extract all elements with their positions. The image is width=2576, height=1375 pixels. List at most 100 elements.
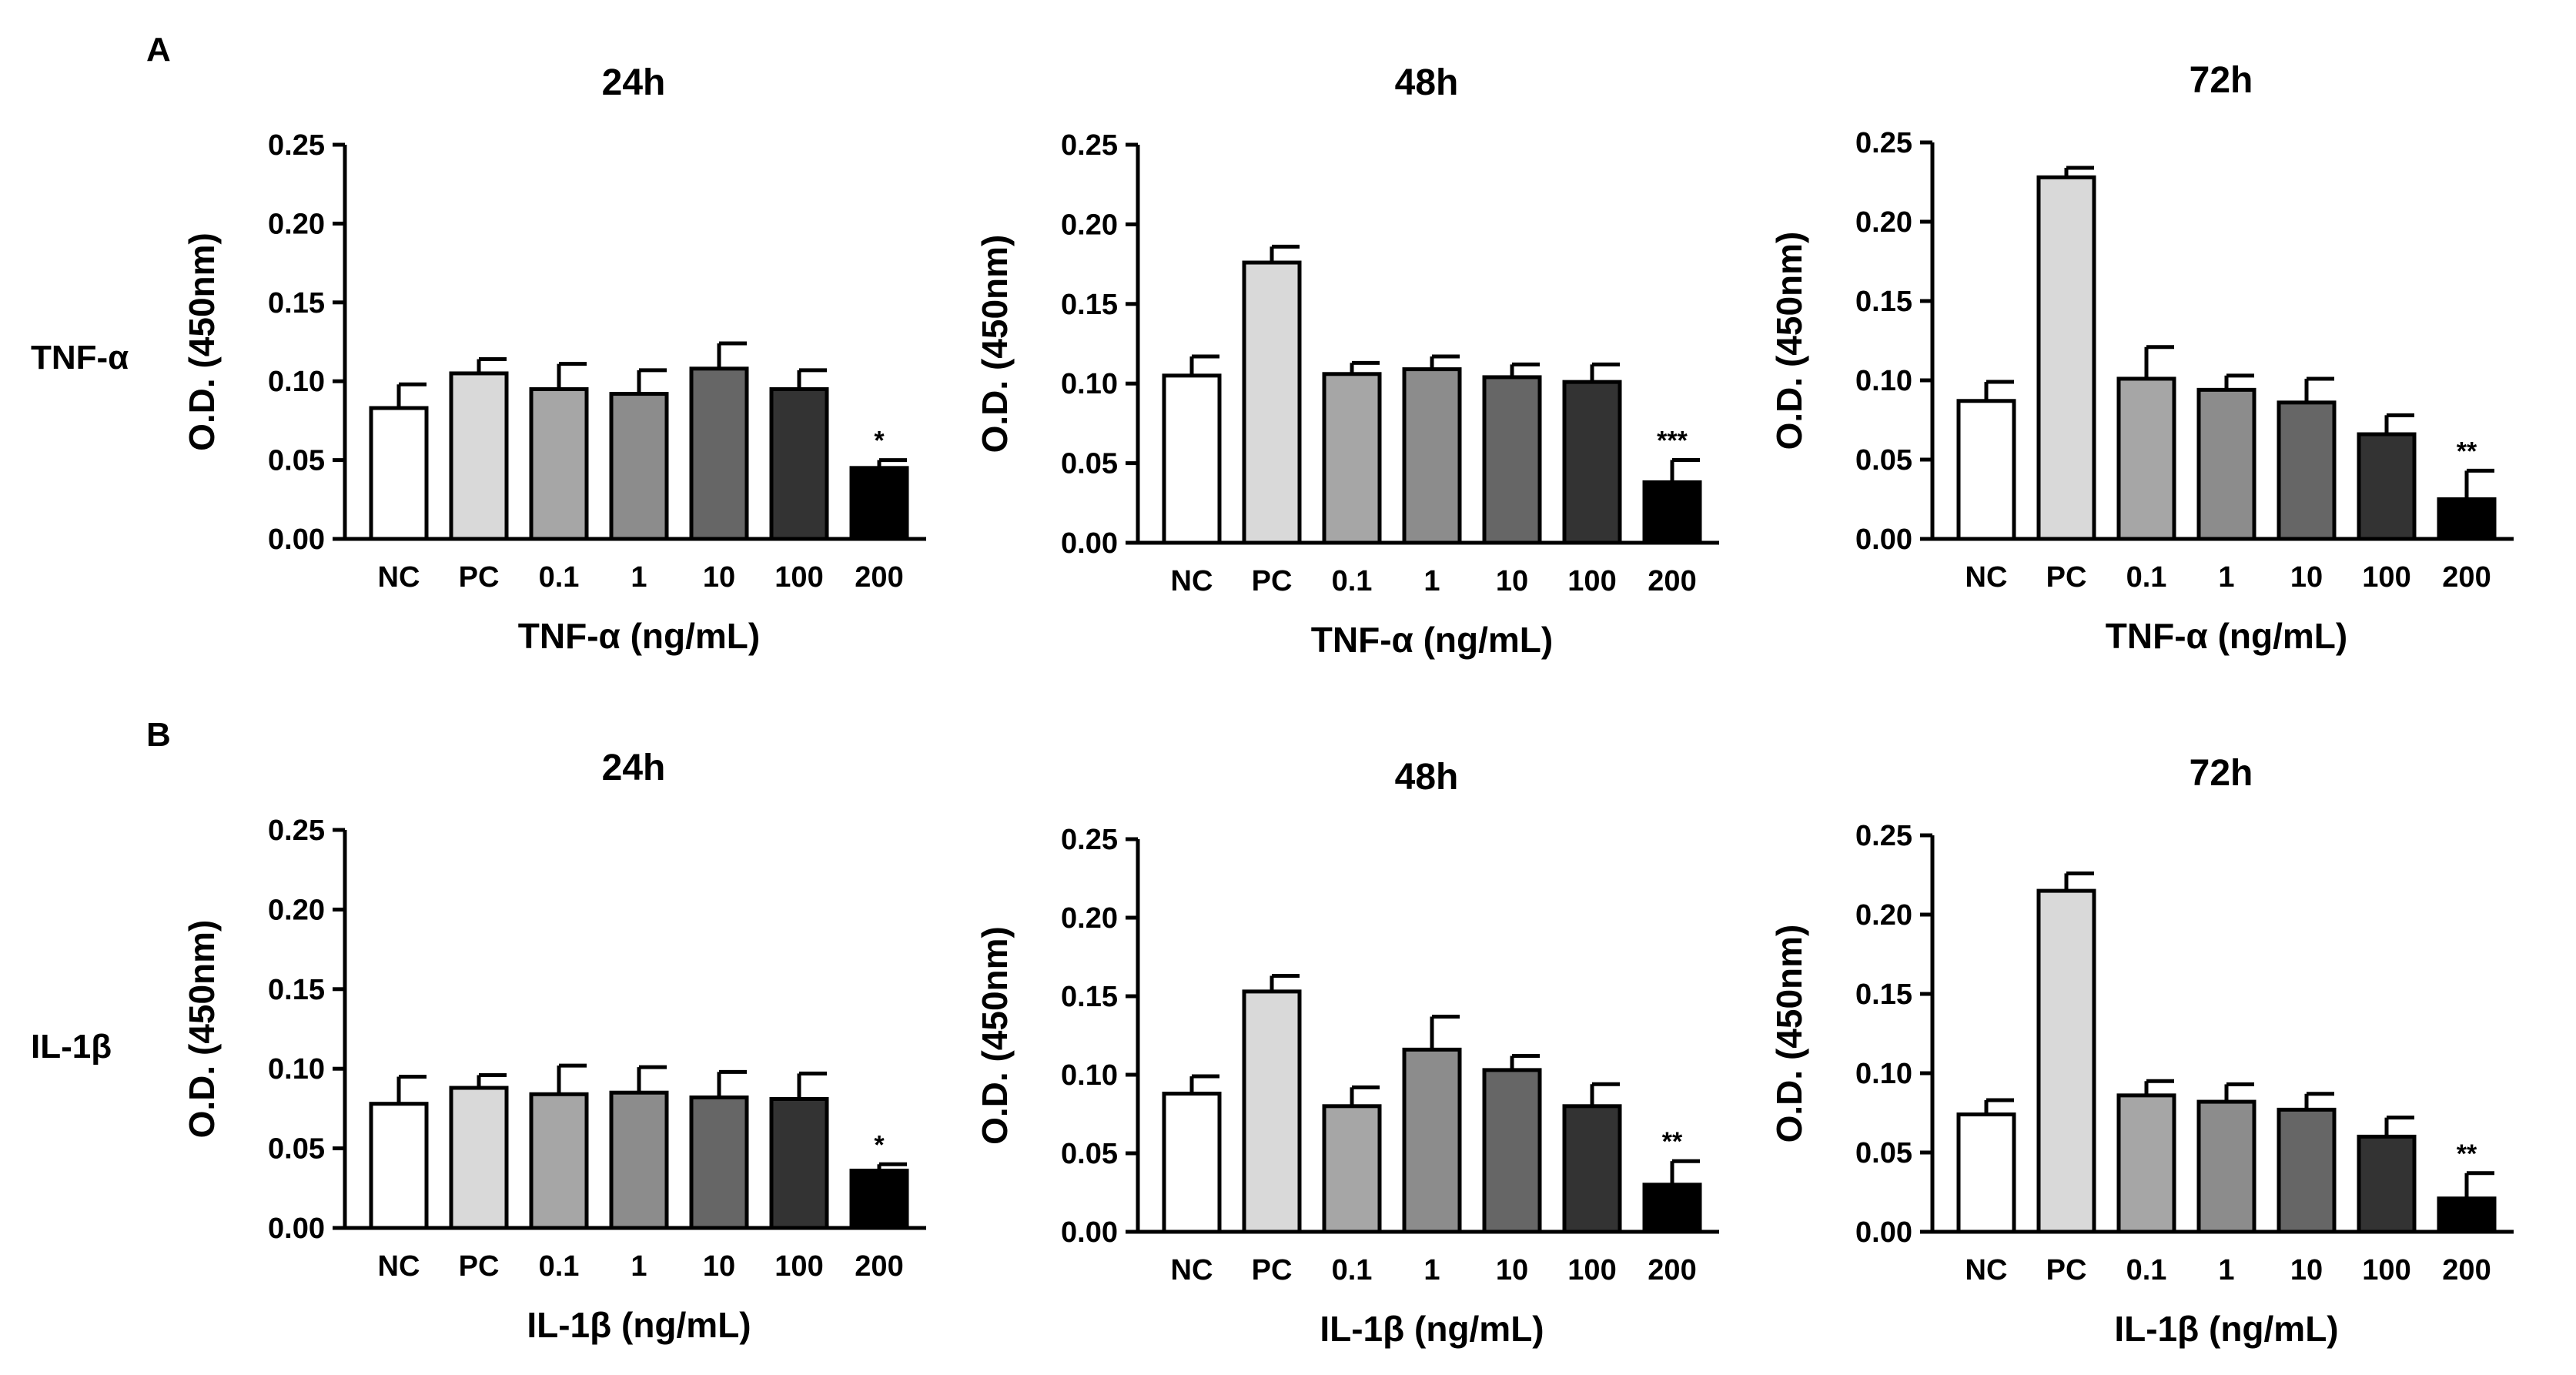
bar-100 — [2357, 1134, 2417, 1234]
bar-PC — [449, 371, 509, 541]
significance-marker: ** — [2457, 437, 2477, 466]
y-tick-label: 0.10 — [268, 366, 325, 398]
chart-title: 48h — [1395, 757, 1459, 798]
y-tick-label: 0.25 — [1855, 820, 1912, 852]
chart-B-72h: 72h 0.00 0.05 0.10 0.15 0.20 0.25 O.D. (450nm) N… — [1769, 753, 2514, 1349]
bar-200 — [849, 466, 909, 541]
chart-A-48h: 48h 0.00 0.05 0.10 0.15 0.20 0.25 O.D. (450nm) N… — [975, 62, 1719, 660]
x-axis-label: IL-1β (ng/mL) — [1320, 1309, 1544, 1349]
bar-0.1 — [1322, 1104, 1382, 1234]
x-tick-label: 200 — [2442, 561, 2491, 594]
y-tick-label: 0.15 — [1855, 979, 1912, 1011]
y-axis-label: O.D. (450nm) — [1769, 925, 1809, 1143]
y-axis-label: O.D. (450nm) — [975, 235, 1015, 453]
chart-title: 72h — [2190, 60, 2253, 101]
bar-100 — [769, 386, 829, 541]
x-tick-label: 0.1 — [1332, 565, 1373, 597]
x-tick-label: 10 — [703, 1250, 735, 1283]
chart-A-72h: 72h 0.00 0.05 0.10 0.15 0.20 0.25 O.D. (450nm) N… — [1769, 60, 2514, 656]
x-tick-label: NC — [378, 561, 420, 594]
chart-B-24h: 24h 0.00 0.05 0.10 0.15 0.20 0.25 O.D. (450nm) N… — [182, 748, 926, 1345]
y-tick-label: 0.20 — [1061, 209, 1118, 241]
x-tick-label: 100 — [774, 1250, 823, 1283]
bar-10 — [2277, 1107, 2337, 1234]
bar-0.1 — [2116, 376, 2176, 541]
x-tick-label: NC — [1965, 1254, 2008, 1286]
bar-PC — [2036, 888, 2096, 1234]
y-tick-label: 0.00 — [268, 524, 325, 556]
bar-NC — [369, 406, 429, 541]
x-tick-label: NC — [1965, 561, 2008, 594]
y-tick-label: 0.10 — [268, 1053, 325, 1086]
x-axis-label: TNF-α (ng/mL) — [1311, 620, 1553, 660]
bar-0.1 — [1322, 372, 1382, 545]
x-tick-label: 1 — [631, 561, 647, 594]
x-tick-label: PC — [459, 561, 500, 594]
x-tick-label: 0.1 — [2126, 561, 2167, 594]
x-tick-label: 0.1 — [1332, 1254, 1373, 1286]
x-tick-label: PC — [1252, 565, 1293, 597]
y-tick-label: 0.00 — [1855, 524, 1912, 556]
x-axis-label: TNF-α (ng/mL) — [2106, 616, 2347, 656]
x-tick-label: PC — [2046, 1254, 2087, 1286]
x-tick-label: 1 — [2218, 561, 2234, 594]
y-tick-label: 0.05 — [1855, 1137, 1912, 1169]
x-tick-label: 1 — [1423, 565, 1440, 597]
y-tick-label: 0.10 — [1855, 365, 1912, 397]
bar-10 — [2277, 400, 2337, 541]
panel-b-letter: B — [146, 716, 171, 754]
y-tick-label: 0.10 — [1855, 1058, 1912, 1090]
significance-marker: ** — [1662, 1127, 1683, 1156]
x-tick-label: 200 — [855, 1250, 903, 1283]
bar-NC — [1162, 1091, 1222, 1234]
y-tick-label: 0.20 — [268, 208, 325, 240]
bar-100 — [769, 1096, 829, 1230]
x-tick-label: PC — [1252, 1254, 1293, 1286]
x-tick-label: 200 — [2442, 1254, 2491, 1286]
bar-200 — [2437, 1196, 2497, 1234]
y-tick-label: 0.00 — [268, 1213, 325, 1245]
bar-PC — [449, 1086, 509, 1230]
row-a-label: TNF-α — [31, 339, 129, 376]
y-tick-label: 0.25 — [1061, 129, 1118, 162]
y-tick-label: 0.10 — [1061, 368, 1118, 400]
x-axis-label: IL-1β (ng/mL) — [2114, 1309, 2338, 1349]
x-tick-label: NC — [1171, 1254, 1213, 1286]
chart-title: 48h — [1395, 62, 1459, 103]
x-tick-label: 1 — [2218, 1254, 2234, 1286]
bar-200 — [1642, 1183, 1702, 1234]
bar-1 — [609, 392, 669, 541]
bar-10 — [689, 1095, 749, 1230]
x-tick-label: 0.1 — [539, 561, 580, 594]
y-tick-label: 0.05 — [1061, 1138, 1118, 1170]
y-tick-label: 0.05 — [1855, 444, 1912, 477]
bar-1 — [609, 1090, 669, 1230]
bar-NC — [1956, 1112, 2016, 1234]
significance-marker: ** — [2457, 1139, 2477, 1169]
y-axis-label: O.D. (450nm) — [1769, 232, 1809, 450]
y-tick-label: 0.25 — [268, 129, 325, 162]
x-tick-label: 200 — [855, 561, 903, 594]
y-tick-label: 0.10 — [1061, 1059, 1118, 1092]
y-tick-label: 0.05 — [268, 1133, 325, 1166]
x-tick-label: 10 — [2290, 1254, 2323, 1286]
chart-title: 24h — [602, 748, 666, 788]
bar-1 — [1402, 367, 1462, 545]
bar-NC — [369, 1102, 429, 1230]
significance-marker: * — [874, 1130, 885, 1159]
x-tick-label: 10 — [1496, 565, 1528, 597]
bar-PC — [1242, 260, 1302, 545]
y-tick-label: 0.00 — [1061, 1216, 1118, 1249]
x-tick-label: NC — [1171, 565, 1213, 597]
bar-200 — [849, 1169, 909, 1230]
panel-a-letter: A — [146, 31, 171, 69]
x-tick-label: 1 — [631, 1250, 647, 1283]
y-tick-label: 0.15 — [268, 287, 325, 319]
bar-PC — [1242, 989, 1302, 1234]
x-tick-label: 100 — [2362, 561, 2410, 594]
bar-10 — [689, 366, 749, 541]
y-tick-label: 0.15 — [1061, 289, 1118, 321]
y-tick-label: 0.20 — [1061, 902, 1118, 935]
y-tick-label: 0.20 — [268, 894, 325, 926]
